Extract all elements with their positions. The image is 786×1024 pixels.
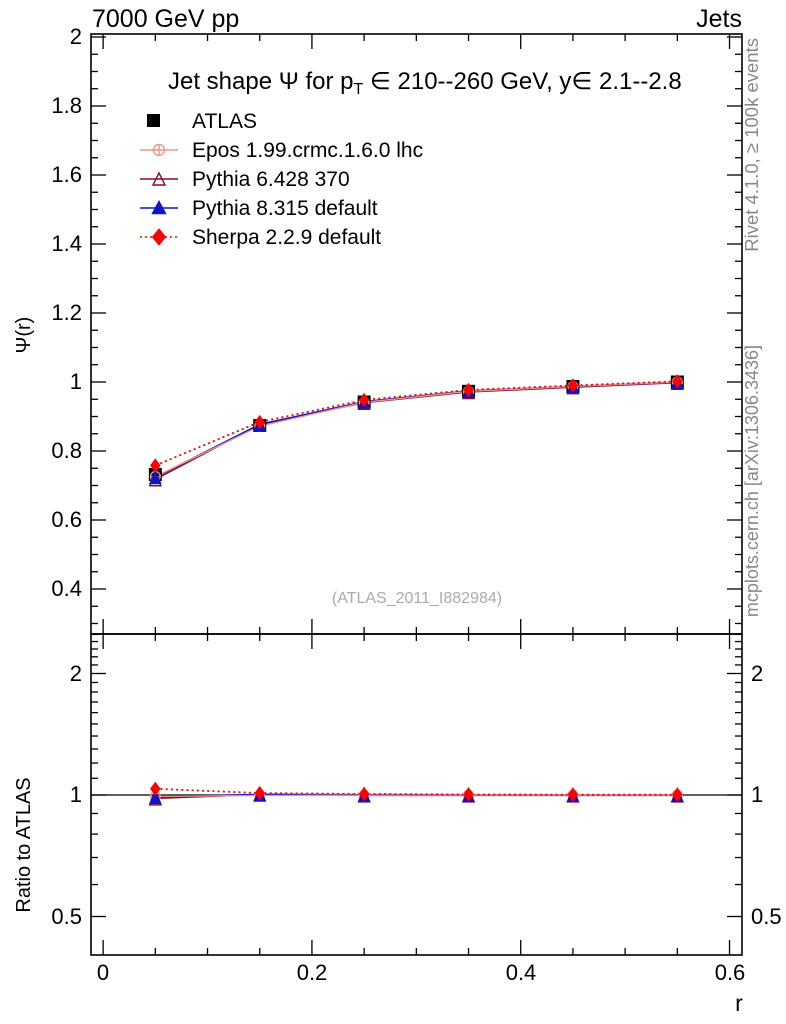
svg-text:Rivet 4.1.0, ≥ 100k events: Rivet 4.1.0, ≥ 100k events: [741, 38, 762, 252]
svg-text:Pythia 6.428 370: Pythia 6.428 370: [192, 168, 350, 191]
svg-text:1.2: 1.2: [51, 300, 82, 325]
svg-text:0.4: 0.4: [51, 576, 82, 601]
svg-text:mcplots.cern.ch [arXiv:1306.34: mcplots.cern.ch [arXiv:1306.3436]: [742, 345, 762, 617]
svg-text:Ratio to ATLAS: Ratio to ATLAS: [13, 777, 35, 912]
svg-text:1.6: 1.6: [51, 162, 82, 187]
svg-text:(ATLAS_2011_I882984): (ATLAS_2011_I882984): [332, 590, 502, 607]
svg-text:0.8: 0.8: [51, 438, 82, 463]
svg-text:7000 GeV pp: 7000 GeV pp: [92, 5, 239, 33]
svg-text:0.5: 0.5: [51, 904, 82, 929]
svg-text:Jets: Jets: [696, 5, 742, 33]
svg-text:Pythia 8.315 default: Pythia 8.315 default: [192, 197, 378, 220]
svg-text:Ψ(r): Ψ(r): [13, 317, 35, 354]
svg-text:Epos 1.99.crmc.1.6.0 lhc: Epos 1.99.crmc.1.6.0 lhc: [192, 139, 423, 162]
svg-text:0: 0: [97, 960, 109, 985]
svg-text:2: 2: [751, 661, 763, 686]
svg-text:2: 2: [70, 24, 82, 49]
svg-text:1: 1: [70, 369, 82, 394]
svg-text:1: 1: [751, 782, 763, 807]
svg-text:0.6: 0.6: [51, 507, 82, 532]
svg-text:Sherpa 2.2.9 default: Sherpa 2.2.9 default: [192, 226, 381, 249]
svg-text:ATLAS: ATLAS: [192, 110, 257, 133]
svg-text:1.4: 1.4: [51, 231, 82, 256]
svg-text:0.2: 0.2: [297, 960, 328, 985]
svg-text:r: r: [735, 990, 743, 1016]
svg-text:Jet shape Ψ for pT ∈ 210--260: Jet shape Ψ for pT ∈ 210--260 GeV, y∈ 2.…: [168, 68, 682, 98]
svg-text:0.4: 0.4: [506, 960, 537, 985]
svg-text:1.8: 1.8: [51, 93, 82, 118]
svg-text:0.5: 0.5: [751, 904, 782, 929]
svg-text:2: 2: [70, 661, 82, 686]
svg-text:0.6: 0.6: [715, 960, 746, 985]
svg-text:1: 1: [70, 782, 82, 807]
